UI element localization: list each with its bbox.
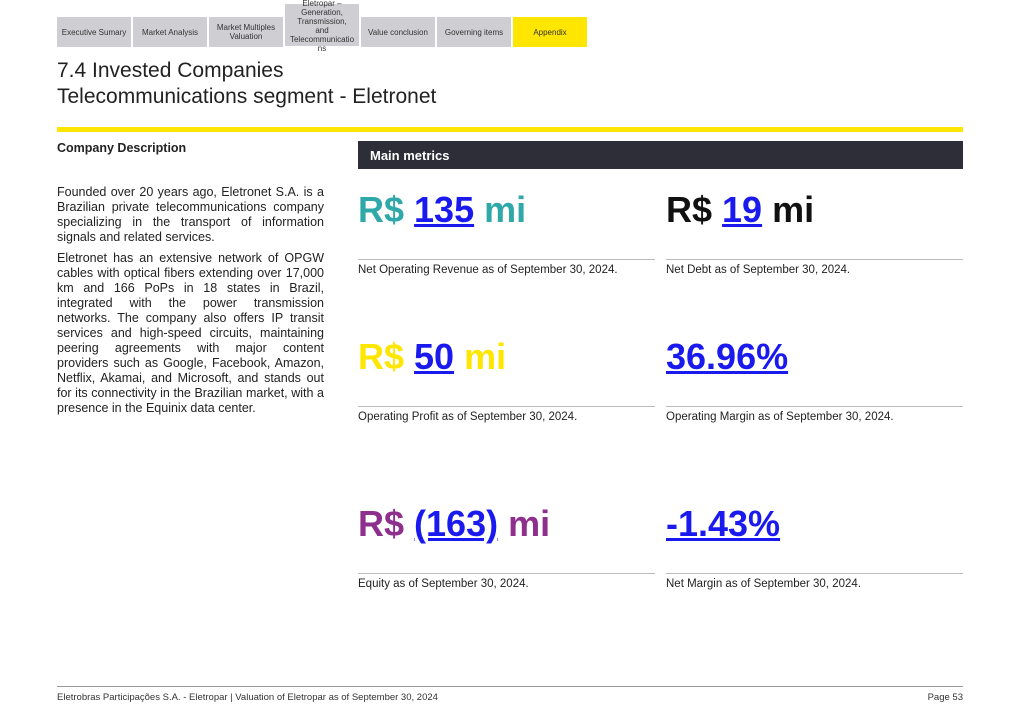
metric-equity: R$ (163) mi Equity as of September 30, 2… xyxy=(358,502,655,590)
metric-net-margin: -1.43% Net Margin as of September 30, 20… xyxy=(666,502,963,590)
metric-caption: Operating Profit as of September 30, 202… xyxy=(358,411,578,423)
metric-operating-profit: R$ 50 mi Operating Profit as of Septembe… xyxy=(358,335,655,423)
tab-label-line: ns xyxy=(317,44,327,53)
tab-label-line: Generation, xyxy=(301,8,343,17)
description-heading: Company Description xyxy=(57,141,187,155)
metric-value: -1.43% xyxy=(666,502,963,546)
metric-divider xyxy=(358,406,655,407)
metric-number[interactable]: 19 xyxy=(722,189,763,230)
metric-caption: Net Debt as of September 30, 2024. xyxy=(666,264,851,276)
metric-divider xyxy=(358,573,655,574)
metric-divider xyxy=(358,259,655,260)
description-paragraph: Eletronet has an extensive network of OP… xyxy=(57,251,324,415)
metric-divider xyxy=(666,406,963,407)
title-line-2: Telecommunications segment - Eletronet xyxy=(57,85,437,108)
company-description: Founded over 20 years ago, Eletronet S.A… xyxy=(57,185,324,422)
tab-appendix[interactable]: Appendix xyxy=(513,17,587,47)
footer-text: Eletrobras Participações S.A. - Eletropa… xyxy=(57,692,438,703)
tab-label-line: Transmission, xyxy=(297,17,347,26)
tab-label-line: Eletropar – xyxy=(302,0,342,8)
metric-prefix: R$ xyxy=(666,189,723,230)
metric-caption: Operating Margin as of September 30, 202… xyxy=(666,411,894,423)
metric-operating-margin: 36.96% Operating Margin as of September … xyxy=(666,335,963,423)
tab-executive-summary[interactable]: Executive Sumary xyxy=(57,17,131,47)
metric-divider xyxy=(666,259,963,260)
tab-label: Governing items xyxy=(444,27,504,37)
metric-number[interactable]: (163) xyxy=(414,503,499,544)
tab-governing-items[interactable]: Governing items xyxy=(437,17,511,47)
metric-caption: Equity as of September 30, 2024. xyxy=(358,578,529,590)
metric-number[interactable]: 36.96% xyxy=(666,336,789,377)
metric-number[interactable]: 135 xyxy=(414,189,475,230)
metric-net-operating-revenue: R$ 135 mi Net Operating Revenue as of Se… xyxy=(358,188,655,276)
tab-market-multiples-valuation[interactable]: Market Multiples Valuation xyxy=(209,17,283,47)
metric-value: R$ 135 mi xyxy=(358,188,655,232)
metrics-header: Main metrics xyxy=(358,141,963,169)
title-divider xyxy=(57,127,963,132)
tab-label: Value conclusion xyxy=(368,27,428,37)
tab-value-conclusion[interactable]: Value conclusion xyxy=(361,17,435,47)
metric-caption: Net Margin as of September 30, 2024. xyxy=(666,578,861,590)
metric-caption: Net Operating Revenue as of September 30… xyxy=(358,264,618,276)
metric-suffix: mi xyxy=(762,189,815,230)
tab-label: Executive Sumary xyxy=(61,27,127,37)
footer-divider xyxy=(57,686,963,687)
tab-label: Market Multiples Valuation xyxy=(216,23,276,41)
metric-suffix: mi xyxy=(498,503,551,544)
metric-divider xyxy=(666,573,963,574)
section-tabs: Executive Sumary Market Analysis Market … xyxy=(57,0,587,53)
metric-prefix: R$ xyxy=(358,189,415,230)
metric-prefix: R$ xyxy=(358,336,415,377)
page-title: 7.4 Invested Companies Telecommunication… xyxy=(57,58,436,110)
tab-market-analysis[interactable]: Market Analysis xyxy=(133,17,207,47)
tab-label: Market Analysis xyxy=(141,27,199,37)
metric-number[interactable]: 50 xyxy=(414,336,455,377)
tab-label-line: Telecommunicatio xyxy=(289,35,355,44)
metrics-header-label: Main metrics xyxy=(370,147,450,163)
metric-value: R$ 19 mi xyxy=(666,188,963,232)
description-paragraph: Founded over 20 years ago, Eletronet S.A… xyxy=(57,185,324,244)
metric-value: R$ (163) mi xyxy=(358,502,655,546)
metric-value: R$ 50 mi xyxy=(358,335,655,379)
metric-suffix: mi xyxy=(454,336,507,377)
tab-label-line: and xyxy=(315,26,329,35)
title-line-1: 7.4 Invested Companies xyxy=(57,59,284,82)
tab-label: Appendix xyxy=(533,27,567,37)
metric-suffix: mi xyxy=(474,189,527,230)
tab-eletropar-segments[interactable]: Eletropar – Generation, Transmission, an… xyxy=(285,0,359,53)
page-number: Page 53 xyxy=(927,692,963,703)
metric-value: 36.96% xyxy=(666,335,963,379)
metric-number[interactable]: -1.43% xyxy=(666,503,781,544)
metric-prefix: R$ xyxy=(358,503,415,544)
metric-net-debt: R$ 19 mi Net Debt as of September 30, 20… xyxy=(666,188,963,276)
